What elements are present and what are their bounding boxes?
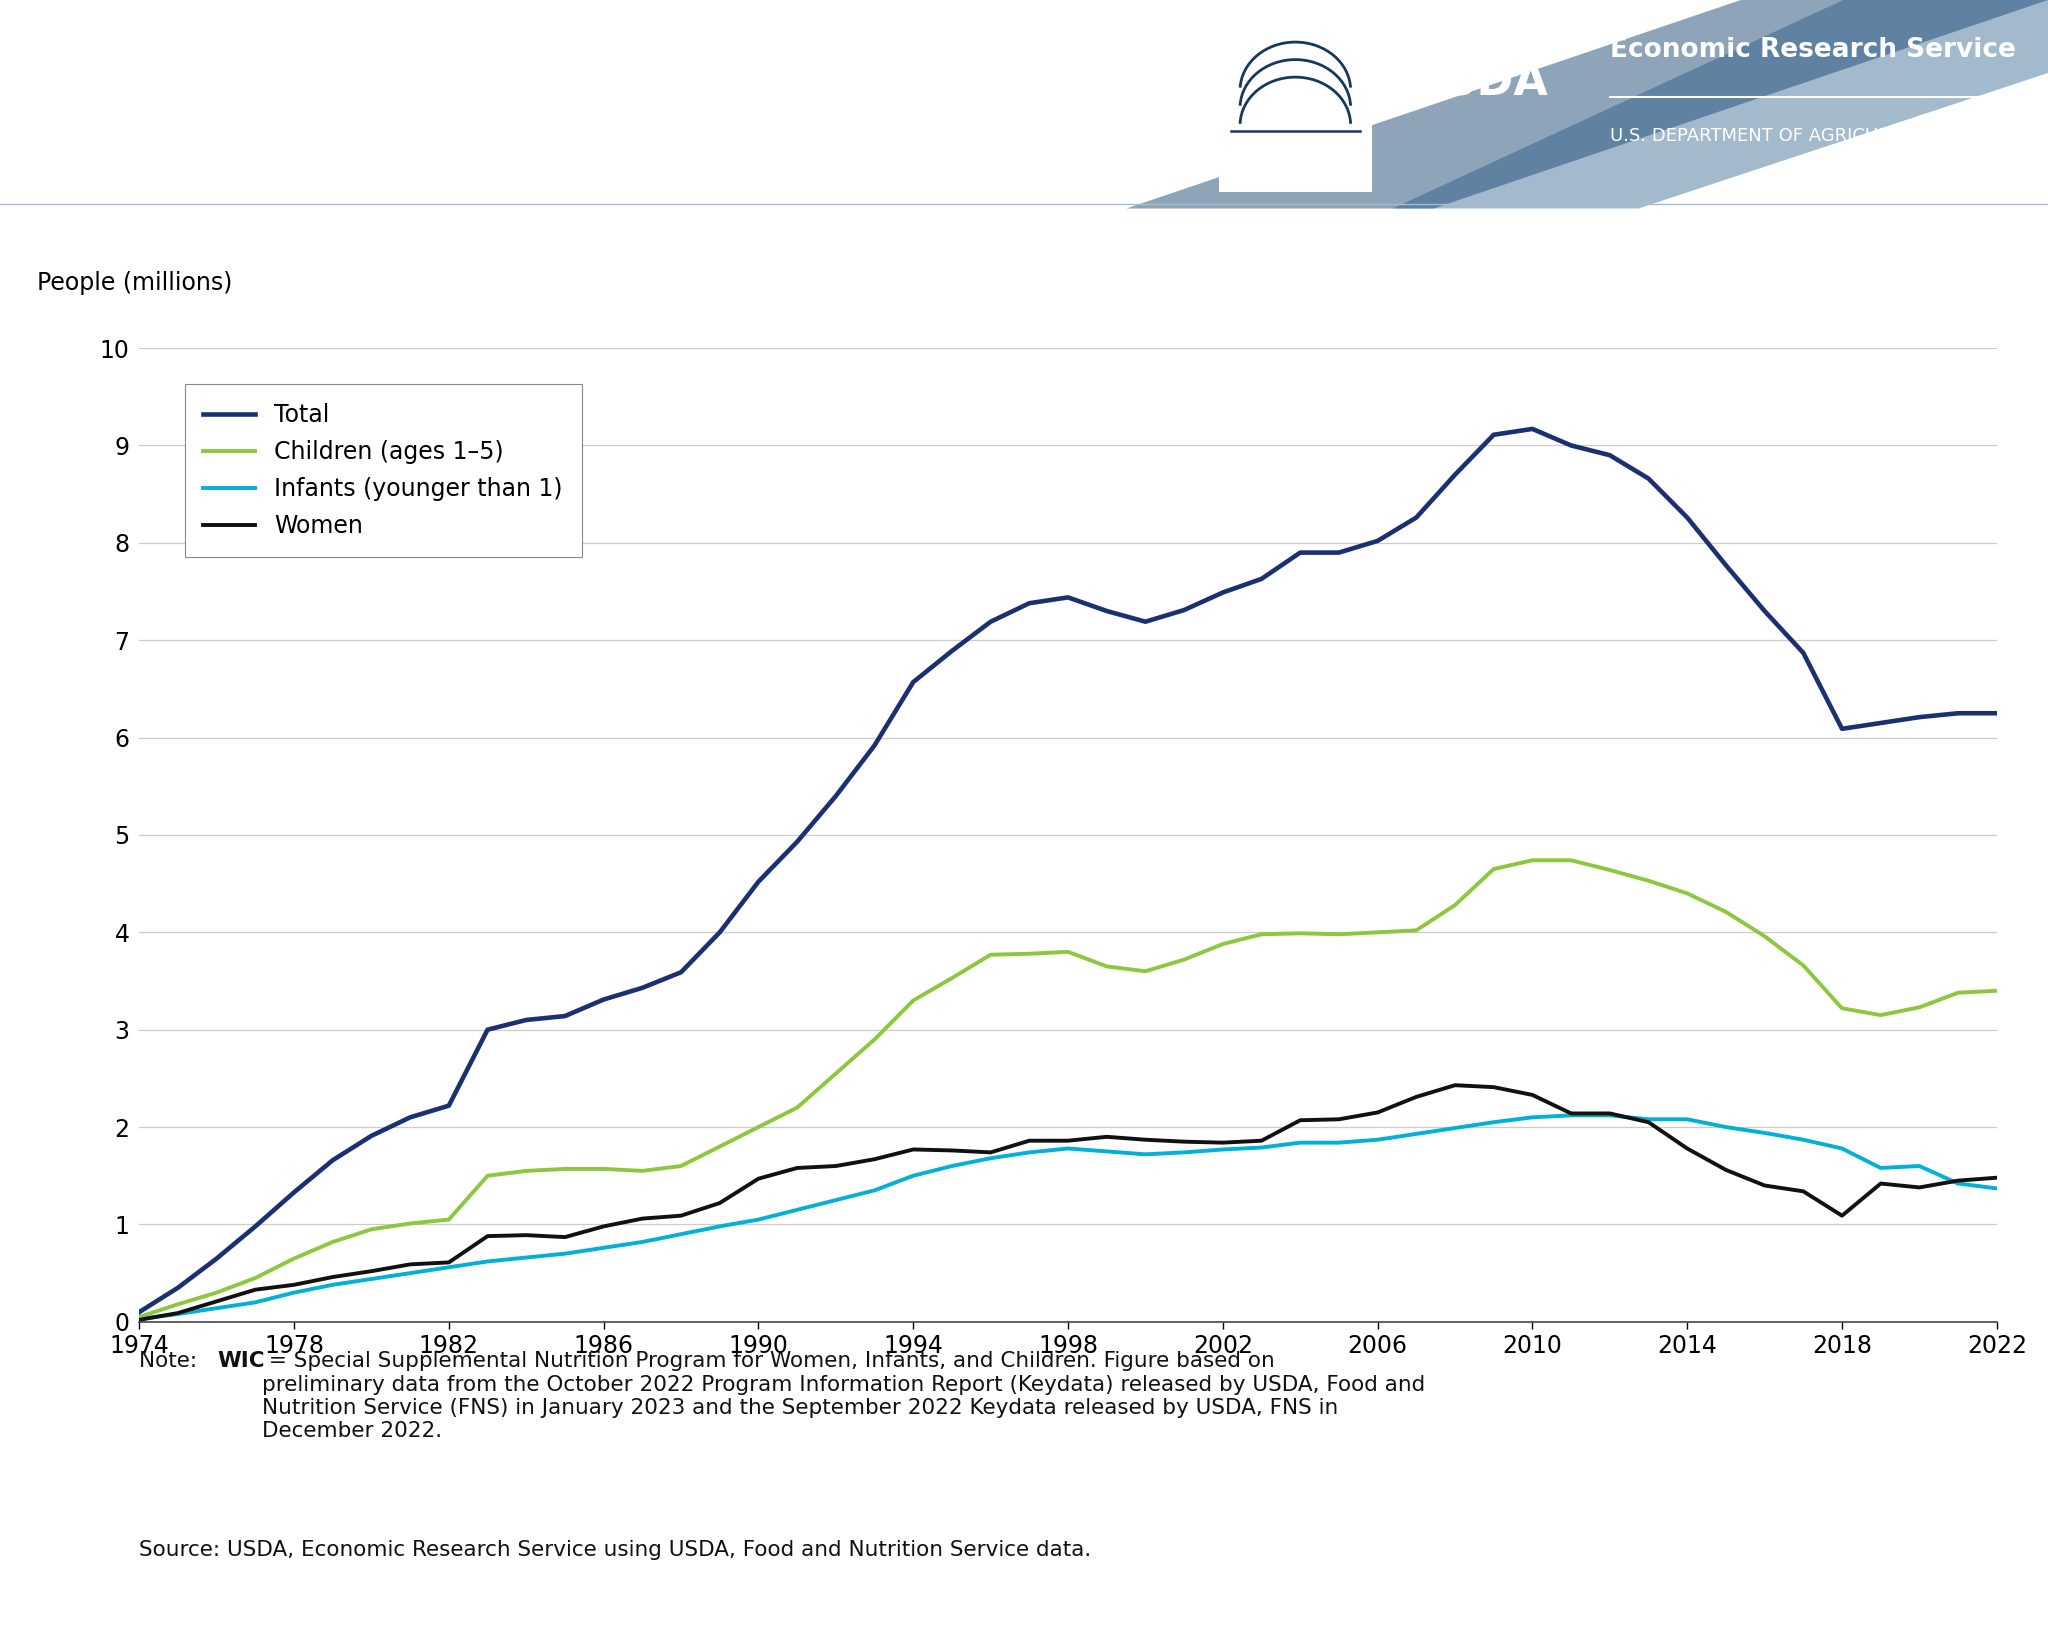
Text: Note:: Note: [139, 1351, 205, 1371]
Text: Average monthly WIC participation by group,: Average monthly WIC participation by gro… [51, 46, 1008, 82]
Polygon shape [1126, 0, 2048, 209]
Text: WIC: WIC [217, 1351, 264, 1371]
Text: U.S. DEPARTMENT OF AGRICULTURE: U.S. DEPARTMENT OF AGRICULTURE [1610, 126, 1933, 144]
Polygon shape [1393, 0, 2048, 209]
Text: = Special Supplemental Nutrition Program for Women, Infants, and Children. Figur: = Special Supplemental Nutrition Program… [262, 1351, 1425, 1442]
FancyBboxPatch shape [1219, 16, 1372, 192]
Legend: Total, Children (ages 1–5), Infants (younger than 1), Women: Total, Children (ages 1–5), Infants (you… [184, 384, 582, 557]
Text: Economic Research Service: Economic Research Service [1610, 38, 2015, 62]
Text: Source: USDA, Economic Research Service using USDA, Food and Nutrition Service d: Source: USDA, Economic Research Service … [139, 1540, 1092, 1560]
Text: USDA: USDA [1409, 62, 1548, 105]
Text: fiscal years 1974–2022: fiscal years 1974–2022 [51, 100, 532, 136]
Text: People (millions): People (millions) [37, 271, 233, 294]
